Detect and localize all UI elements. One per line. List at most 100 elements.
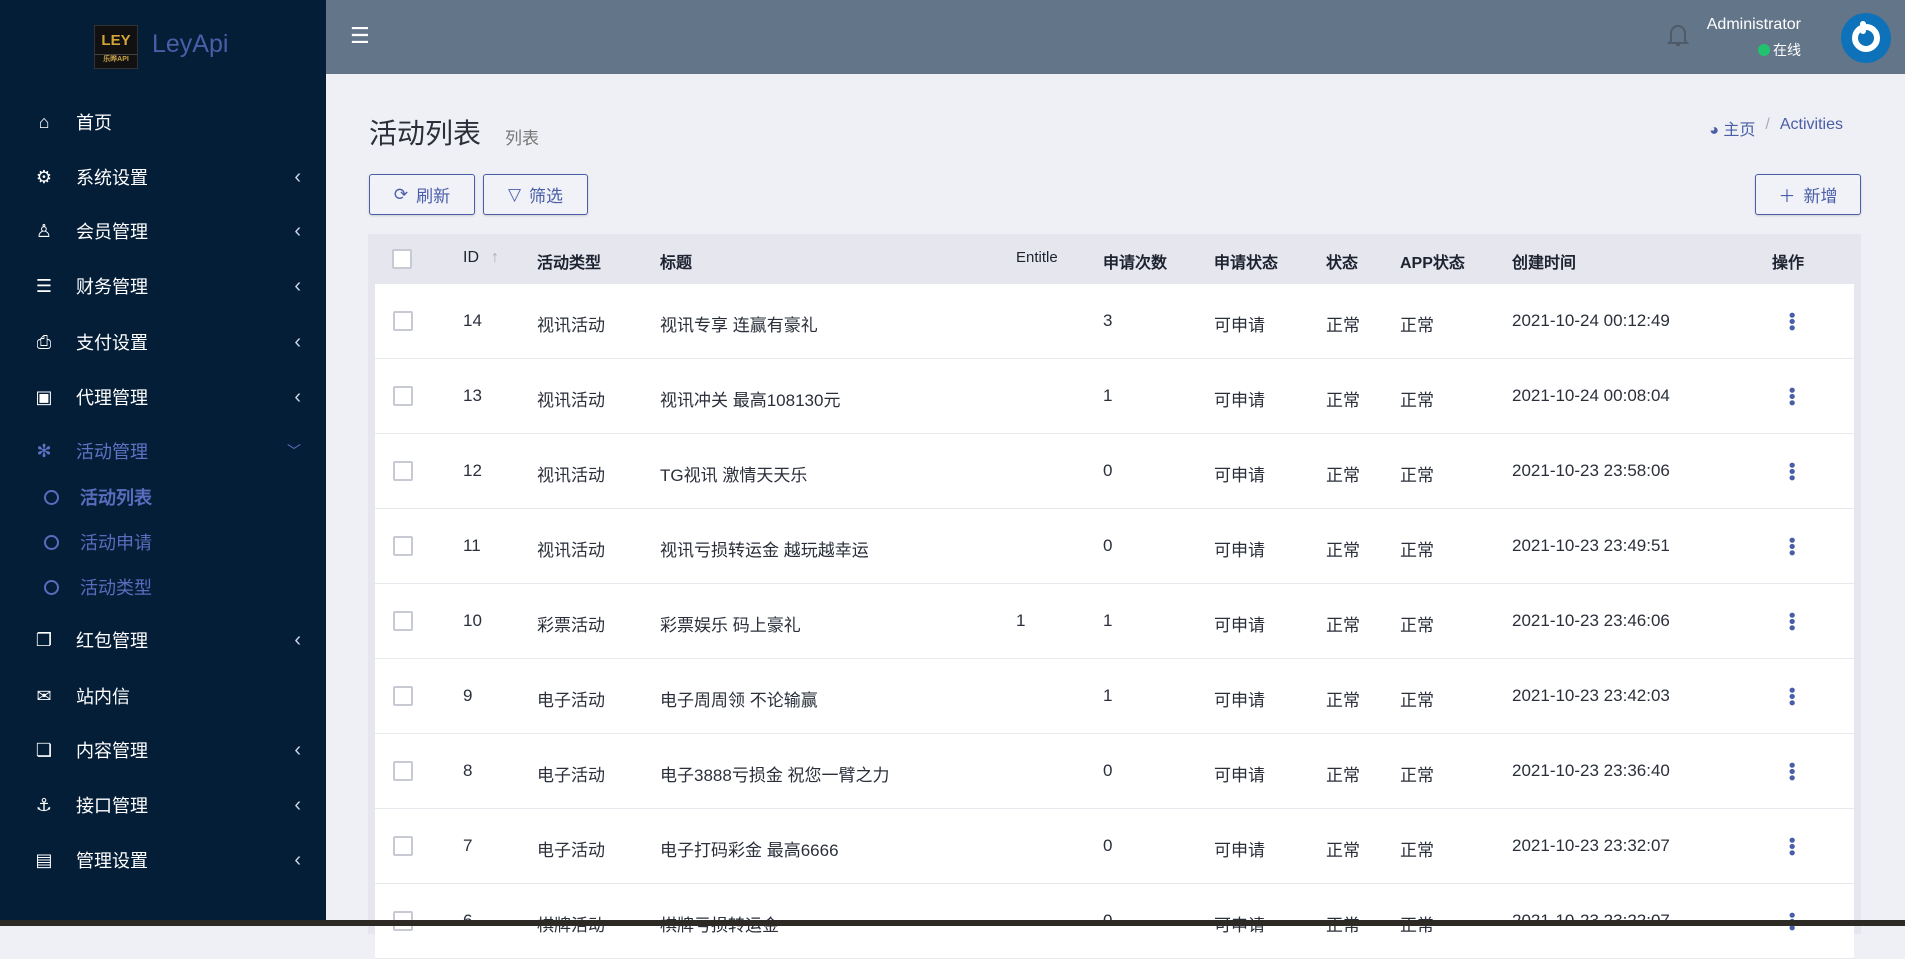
sidebar-item-7[interactable]: ❐ 红包管理 ‹ <box>0 618 326 662</box>
circle-icon <box>44 579 59 595</box>
menu-toggle-icon[interactable]: ☰ <box>350 23 370 48</box>
sidebar-subitem-label: 活动类型 <box>80 578 152 598</box>
cell-1: 视讯活动 <box>537 466 605 485</box>
breadcrumb-current: Activities <box>1779 116 1843 133</box>
sidebar-item-1[interactable]: ⚙ 系统设置 ‹ <box>0 155 326 199</box>
sidebar-item-9[interactable]: ❏ 内容管理 ‹ <box>0 728 326 772</box>
column-header[interactable]: 创建时间 <box>1512 255 1577 272</box>
sidebar-item-label: 首页 <box>76 113 112 133</box>
column-header[interactable]: 申请状态 <box>1214 255 1279 272</box>
more-actions-icon[interactable]: ••• <box>1782 687 1802 706</box>
database-icon: ☰ <box>35 275 53 296</box>
more-actions-icon[interactable]: ••• <box>1782 537 1802 556</box>
table-row: 13 视讯活动 视讯冲关 最高108130元 1 可申请 正常 正常 2021-10-24 0… <box>375 359 1854 434</box>
cell-5: 可申请 <box>1214 616 1265 635</box>
refresh-button[interactable]: ⟳ 刷新 <box>369 174 475 215</box>
column-header[interactable]: 操作 <box>1772 255 1805 272</box>
more-actions-icon[interactable]: ••• <box>1782 387 1802 406</box>
row-checkbox[interactable] <box>393 761 413 781</box>
sidebar-subitem-1[interactable]: 活动申请 <box>0 522 326 562</box>
sidebar-item-11[interactable]: ▤ 管理设置 ‹ <box>0 838 326 882</box>
activities-table: ID ↑ 活动类型 标题 Entitle 申请次数 申请状态 状态 APP状态 创建时间 操作 14… <box>368 234 1861 959</box>
cell-2: 视讯冲关 最高108130元 <box>660 391 841 410</box>
chevron-left-icon: ‹ <box>294 738 301 761</box>
breadcrumb-home[interactable]: ◕ 主页 <box>1709 116 1755 140</box>
id-card-icon: ▤ <box>35 849 53 870</box>
row-checkbox[interactable] <box>393 461 413 481</box>
breadcrumb-home-label: 主页 <box>1723 122 1756 139</box>
more-actions-icon[interactable]: ••• <box>1782 462 1802 481</box>
cell-6: 正常 <box>1326 316 1360 335</box>
more-actions-icon[interactable]: ••• <box>1782 762 1802 781</box>
sidebar-item-label: 活动管理 <box>76 442 148 462</box>
avatar[interactable] <box>1841 13 1891 63</box>
column-header[interactable]: Entitle <box>1016 249 1058 266</box>
cell-8: 2021-10-23 23:36:40 <box>1512 761 1670 780</box>
row-checkbox[interactable] <box>393 536 413 556</box>
sidebar-subitem-2[interactable]: 活动类型 <box>0 567 326 607</box>
sidebar: LEY 乐晔API LeyApi ⌂ 首页 ⚙ 系统设置 ‹ ♙ 会员管理 ‹ ☰ 财务管理 ‹ ⎙ 支付… <box>0 0 326 926</box>
sidebar-item-4[interactable]: ⎙ 支付设置 ‹ <box>0 320 326 364</box>
cell-0: 12 <box>463 461 482 480</box>
cell-8: 2021-10-23 23:46:06 <box>1512 611 1670 630</box>
sidebar-item-3[interactable]: ☰ 财务管理 ‹ <box>0 264 326 308</box>
cell-5: 可申请 <box>1214 316 1265 335</box>
sidebar-subitem-0[interactable]: 活动列表 <box>0 477 326 517</box>
row-checkbox[interactable] <box>393 386 413 406</box>
cell-2: 电子3888亏损金 祝您一臂之力 <box>660 766 890 785</box>
column-header[interactable]: APP状态 <box>1400 255 1465 272</box>
cell-7: 正常 <box>1400 766 1434 785</box>
column-header[interactable]: ID <box>463 249 479 266</box>
sidebar-item-label: 代理管理 <box>76 388 148 408</box>
cell-5: 可申请 <box>1214 541 1265 560</box>
column-header[interactable]: 申请次数 <box>1103 255 1168 272</box>
sidebar-item-0[interactable]: ⌂ 首页 <box>0 100 326 144</box>
row-checkbox[interactable] <box>393 611 413 631</box>
chevron-left-icon: ‹ <box>294 330 301 353</box>
table-row: 14 视讯活动 视讯专享 连赢有豪礼 3 可申请 正常 正常 2021-10-24 00:12… <box>375 284 1854 359</box>
cell-7: 正常 <box>1400 841 1434 860</box>
cell-4: 3 <box>1103 311 1113 330</box>
cell-0: 13 <box>463 386 482 405</box>
cell-0: 8 <box>463 761 473 780</box>
sidebar-item-8[interactable]: ✉ 站内信 <box>0 674 326 718</box>
yelp-icon: ✻ <box>36 440 52 461</box>
cell-6: 正常 <box>1326 541 1360 560</box>
sort-asc-icon[interactable]: ↑ <box>491 249 499 266</box>
row-checkbox[interactable] <box>393 836 413 856</box>
sidebar-item-6[interactable]: ✻ 活动管理 ﹀ <box>0 429 326 473</box>
select-all-checkbox[interactable] <box>392 249 412 269</box>
column-header[interactable]: 状态 <box>1326 255 1359 272</box>
cell-4: 1 <box>1103 611 1113 630</box>
sidebar-item-5[interactable]: ▣ 代理管理 ‹ <box>0 375 326 419</box>
row-checkbox[interactable] <box>393 686 413 706</box>
table-row: 10 彩票活动 彩票娱乐 码上豪礼 1 1 可申请 正常 正常 2021-10-23 23:46… <box>375 584 1854 659</box>
cell-1: 电子活动 <box>537 841 605 860</box>
cell-2: 电子打码彩金 最高6666 <box>660 841 839 860</box>
chevron-down-icon: ﹀ <box>287 443 301 459</box>
row-checkbox[interactable] <box>393 311 413 331</box>
bookmark-icon: ⎙ <box>36 331 52 352</box>
column-header[interactable]: 标题 <box>660 255 693 272</box>
filter-button[interactable]: ▽ 筛选 <box>483 174 588 215</box>
logo: LEY 乐晔API <box>94 25 138 69</box>
bell-icon[interactable] <box>1666 22 1690 48</box>
cell-2: 视讯专享 连赢有豪礼 <box>660 316 818 335</box>
more-actions-icon[interactable]: ••• <box>1782 837 1802 856</box>
sidebar-item-label: 会员管理 <box>76 222 148 242</box>
add-button[interactable]: ＋ 新增 <box>1755 174 1861 215</box>
sidebar-item-10[interactable]: ⚓ 接口管理 ‹ <box>0 783 326 827</box>
more-actions-icon[interactable]: ••• <box>1782 312 1802 331</box>
top-header: ☰ Administrator 在线 <box>326 0 1905 74</box>
cell-5: 可申请 <box>1214 691 1265 710</box>
column-header[interactable]: 活动类型 <box>537 255 602 272</box>
sidebar-item-2[interactable]: ♙ 会员管理 ‹ <box>0 209 326 253</box>
cell-0: 7 <box>463 836 473 855</box>
user-name[interactable]: Administrator <box>1706 16 1801 33</box>
cell-3: 1 <box>1016 611 1026 630</box>
cell-5: 可申请 <box>1214 466 1265 485</box>
cell-4: 0 <box>1103 536 1113 555</box>
more-actions-icon[interactable]: ••• <box>1782 612 1802 631</box>
status-text: 在线 <box>1773 42 1801 58</box>
dashboard-icon: ◕ <box>1709 122 1719 139</box>
